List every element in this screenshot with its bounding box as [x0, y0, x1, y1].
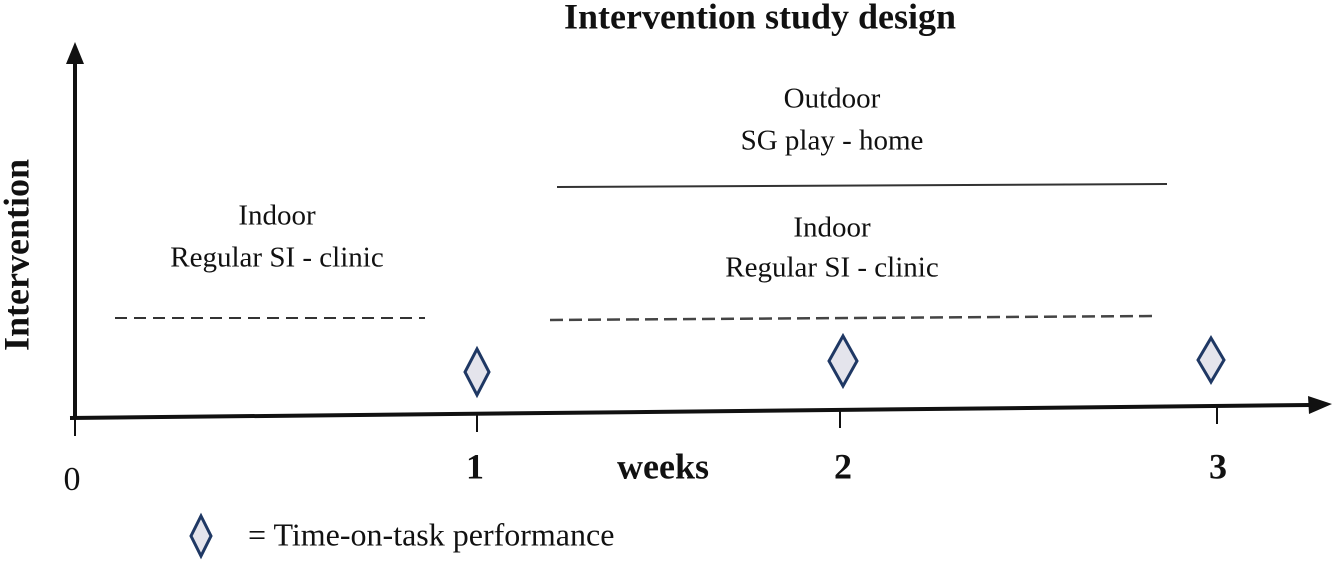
dashed-line [549, 314, 1156, 322]
phase-setting: Indoor [238, 200, 316, 232]
tick-label: 3 [1209, 446, 1227, 486]
x-axis-label: weeks [617, 446, 709, 486]
phase-setting: Indoor [793, 212, 871, 244]
title: Intervention study design [564, 0, 956, 36]
solid-line [556, 183, 1168, 188]
x-axis [69, 403, 1311, 420]
tick-label: 1 [466, 446, 484, 486]
legend-diamond [189, 512, 213, 560]
y-axis-arrow [66, 42, 84, 64]
phase-activity: Regular SI - clinic [725, 252, 938, 284]
diamond [827, 332, 859, 390]
phase-activity: SG play - home [741, 125, 924, 157]
phase-activity: Regular SI - clinic [170, 242, 383, 274]
y-axis-label: Intervention [0, 159, 36, 351]
legend-label: = Time-on-task performance [248, 516, 614, 552]
diamond [463, 345, 491, 399]
tick-label: 0 [64, 461, 81, 498]
x-axis-arrow [1308, 396, 1332, 414]
tick-label: 2 [834, 446, 852, 486]
diamond [1196, 335, 1226, 385]
phase-setting: Outdoor [784, 83, 881, 115]
